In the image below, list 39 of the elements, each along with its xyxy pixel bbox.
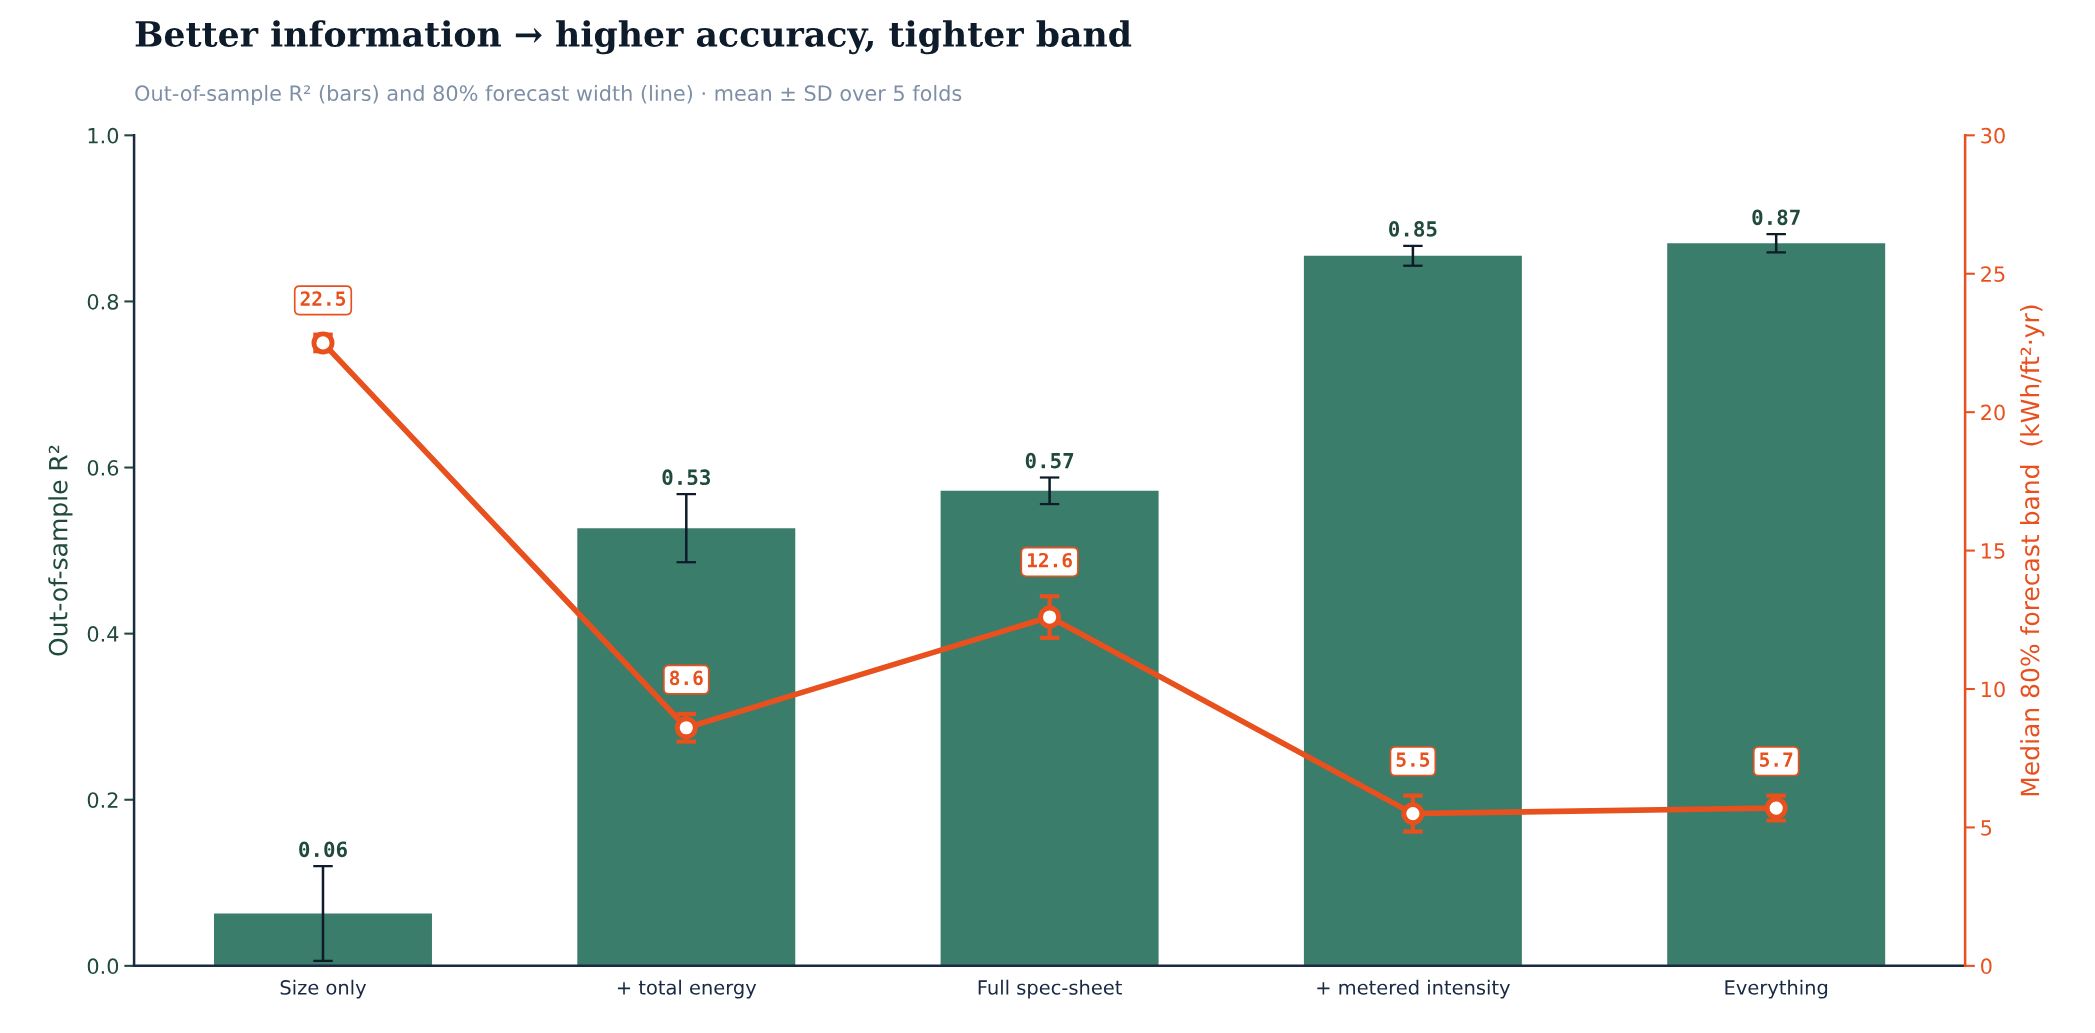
data-label: 8.6	[669, 670, 703, 686]
bar	[940, 490, 1159, 966]
point	[1038, 605, 1062, 629]
data-label: 0.85	[1389, 221, 1437, 237]
y2-tick-label: 5	[1981, 820, 1992, 836]
point	[1401, 802, 1425, 826]
y2-tick-label: 15	[1981, 543, 2005, 559]
y-tick-label: 0.0	[87, 958, 119, 975]
x-tick-label: + total energy	[617, 979, 757, 999]
bar	[1667, 243, 1886, 966]
data-label: 22.5	[300, 291, 346, 306]
y-tick-label: 0.2	[87, 792, 118, 808]
y2-tick-label: 25	[1981, 266, 2005, 282]
x-tick-label: Full spec-sheet	[978, 979, 1122, 999]
x-tick-label: Size only	[280, 979, 367, 999]
x-tick-label: Everything	[1725, 979, 1828, 999]
x-tick-label: + metered intensity	[1317, 979, 1510, 999]
bar	[1303, 255, 1522, 966]
data-label: 5.5	[1396, 752, 1430, 767]
bar	[214, 913, 432, 966]
y2-tick-label: 20	[1981, 404, 2005, 421]
chart-subtitle: Out-of-sample R² (bars) and 80% forecast width (line) · mean ± SD over 5 folds	[135, 84, 962, 106]
y-tick-label: 0.4	[87, 626, 119, 642]
y-axis-title: Out-of-sample R²	[48, 445, 73, 656]
y2-tick-label: 30	[1981, 127, 2005, 144]
data-label: 0.57	[1025, 452, 1074, 469]
data-label: 0.06	[299, 841, 347, 858]
y-tick-label: 0.8	[87, 293, 119, 310]
chart-title: Better information → higher accuracy, tighter band	[135, 20, 1132, 55]
y2-axis-title: Median 80% forecast band (kWh/ft²·yr)	[2020, 305, 2045, 796]
y-tick-label: 1.0	[88, 127, 119, 144]
y2-tick-label: 10	[1981, 681, 2005, 698]
data-label: 0.87	[1752, 209, 1800, 226]
data-label: 0.53	[662, 469, 711, 486]
data-label: 12.6	[1027, 552, 1072, 568]
data-label: 5.7	[1759, 752, 1793, 767]
bar	[577, 528, 796, 966]
y2-tick-label: 0	[1981, 958, 1992, 975]
y-tick-label: 0.6	[87, 459, 119, 476]
